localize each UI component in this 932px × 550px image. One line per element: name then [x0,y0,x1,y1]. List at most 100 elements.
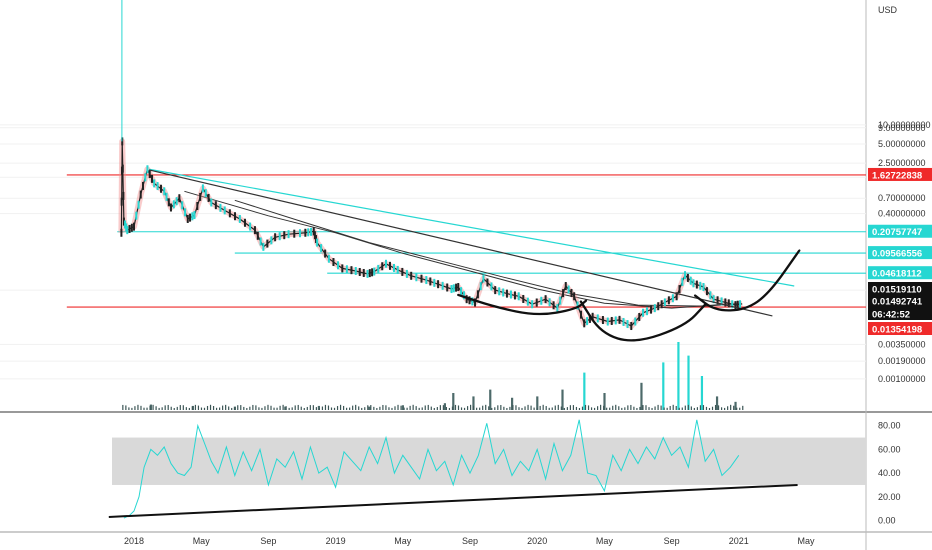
candle [122,191,125,200]
candle [618,315,621,324]
volume-bar [284,406,287,410]
volume-bar [264,406,266,410]
volume-bar [219,407,221,410]
rsi-overbought-oversold-band [112,437,866,485]
volume-bar [700,376,704,410]
volume-bar [243,406,245,410]
volume-bar [279,405,281,410]
volume-bar [583,372,586,410]
candle [324,249,327,258]
trendlines[interactable] [148,168,795,317]
time-tick-label: 2020 [527,536,547,546]
volume-bar [294,405,296,410]
candle [249,222,252,231]
volume-bar [463,407,466,410]
rsi-axis[interactable]: 80.00 60.00 40.00 20.00 0.00 [878,421,901,526]
head-and-shoulders-pattern[interactable] [457,249,801,342]
candle [468,296,471,305]
candle [373,267,376,276]
right-shoulder-curve[interactable] [693,249,801,312]
candle [471,297,474,306]
volume-bar [397,404,399,410]
candle [531,300,534,309]
candle [350,266,353,275]
price-tick-label: 2.50000000 [878,158,926,168]
rsi-band [112,437,866,485]
volume-bar [457,405,460,410]
rsi-trendline[interactable] [108,483,798,518]
volume-bar [669,406,671,410]
volume-bar [734,401,737,410]
volume-bar [720,407,723,410]
volume-bar [197,405,200,410]
volume-bar [125,405,127,410]
volume-bar [167,404,169,410]
volume-bar [657,404,659,410]
price-tick-label: 0.00190000 [878,356,926,366]
candle [137,200,140,209]
candle [479,282,482,291]
candle [193,211,196,220]
rsi-tick-label: 40.00 [878,468,901,478]
volume-bar [149,405,151,410]
candle [692,279,695,288]
price-badge-label: 0.01519110 [872,285,922,296]
candle [144,173,147,182]
volume-bar [494,407,496,410]
volume-bar [690,406,692,410]
candle [234,212,237,221]
volume-bar [258,407,260,410]
volume-bar [237,405,239,410]
candle [630,322,633,331]
volume-bar [285,406,287,410]
volume-bar [212,406,215,410]
volume-bar [485,404,487,410]
candle [210,198,213,207]
candle [476,290,479,299]
volume-bar [442,405,444,410]
volume-bar [677,342,680,410]
volume-bar [358,406,360,410]
candle [293,229,296,238]
candle [313,231,316,240]
candle [189,213,192,222]
volume-bar [273,407,275,410]
volume-bar [234,407,236,410]
volume-bar [403,407,405,410]
volume-bar [590,407,593,410]
volume-bar [364,407,366,410]
candle [606,317,609,326]
candle [712,295,715,304]
candle [502,288,505,297]
candle [716,296,719,305]
volume-bar [603,393,606,410]
candle [146,165,149,174]
volume-bar [497,405,499,410]
candle [396,265,399,274]
volume-bar [521,407,523,410]
candle [610,316,613,325]
time-axis[interactable]: 2018 May Sep 2019 May Sep 2020 May Sep 2021 May [124,536,815,546]
candle [429,277,432,286]
volume-bar [418,407,420,410]
price-badge-label: 0.01354198 [872,325,922,336]
volume-bar [352,405,354,410]
candle [450,285,453,294]
volume-bar [228,406,230,410]
candle [327,254,330,263]
candle [522,294,525,303]
candle [548,298,551,307]
price-badge [868,246,932,260]
candle [526,297,529,306]
candle [482,274,485,283]
volume-bar [476,407,478,410]
volume-bar [609,407,611,410]
candle [678,285,681,294]
trendline[interactable] [149,168,795,287]
candle [580,310,583,319]
price-badge-label: 0.20757747 [872,227,922,238]
volume-bar [452,393,455,410]
volume-bar [633,406,635,410]
trendline[interactable] [148,169,773,317]
head-curve[interactable] [579,300,707,342]
